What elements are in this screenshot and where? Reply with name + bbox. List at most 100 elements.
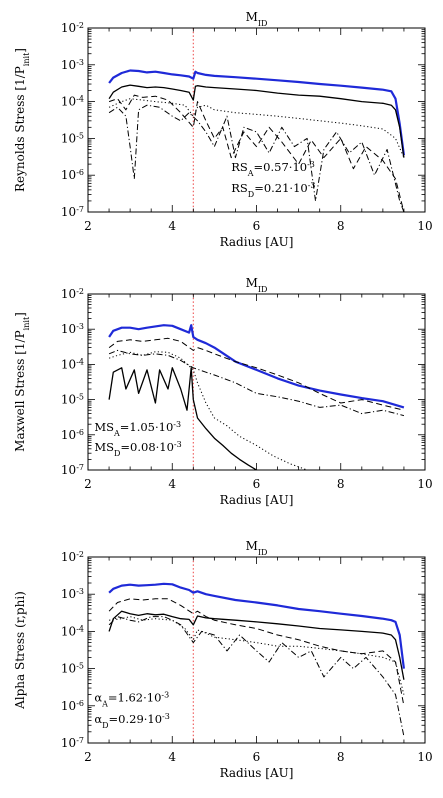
y-tick-label-part: -6 bbox=[76, 168, 84, 177]
y-tick-label-part: 10 bbox=[61, 463, 76, 477]
x-tick-label: 6 bbox=[253, 219, 261, 233]
series-group bbox=[108, 557, 405, 743]
y-tick-label-part: 10 bbox=[61, 322, 76, 336]
panel-title: MID bbox=[246, 539, 268, 557]
y-tick-label-part: 10 bbox=[61, 550, 76, 564]
y-tick-label-part: -7 bbox=[76, 736, 84, 745]
y-axis-label-part: Alpha Stress (r,phi) bbox=[13, 591, 27, 710]
y-tick-label: 10-3 bbox=[61, 587, 84, 602]
y-axis-label-part: init bbox=[22, 316, 31, 330]
y-tick-label: 10-4 bbox=[61, 94, 84, 109]
annotation-text-part: RS bbox=[231, 160, 248, 174]
series-dotted-line bbox=[108, 351, 308, 470]
series-dashed-line bbox=[108, 94, 405, 212]
panel-title-part: M bbox=[246, 276, 258, 290]
x-axis-label: Radius [AU] bbox=[220, 493, 294, 507]
x-tick-label: 4 bbox=[168, 477, 176, 491]
y-tick-label: 10-5 bbox=[61, 392, 84, 407]
y-tick-label-part: -5 bbox=[76, 131, 84, 140]
y-tick-label: 10-5 bbox=[61, 131, 84, 146]
annotation-text-part: α bbox=[94, 712, 102, 726]
annotation-text-part: D bbox=[102, 720, 108, 729]
y-tick-label-part: 10 bbox=[61, 21, 76, 35]
y-tick-label: 10-7 bbox=[61, 736, 84, 751]
x-tick-label: 6 bbox=[253, 477, 261, 491]
series-group bbox=[108, 28, 405, 212]
x-tick-label: 8 bbox=[337, 750, 345, 764]
annotation-text-part: MS bbox=[94, 440, 114, 454]
y-tick-label-part: 10 bbox=[61, 95, 76, 109]
series-solid-line bbox=[108, 367, 257, 470]
annotation-text-part: -3 bbox=[173, 419, 181, 428]
panel-title-part: ID bbox=[258, 285, 268, 294]
y-tick-label-part: 10 bbox=[61, 58, 76, 72]
y-tick-label-part: 10 bbox=[61, 131, 76, 145]
y-tick-label-part: -3 bbox=[76, 322, 84, 331]
y-tick-label-part: -3 bbox=[76, 587, 84, 596]
y-tick-label-part: 10 bbox=[61, 205, 76, 219]
annotation-text: αA=1.62·10-3 bbox=[94, 690, 169, 708]
chart-panel-2: 2 4 6 8 1010-710-610-510-410-310-2MIDRadius … bbox=[13, 276, 433, 507]
series-dashdot-line bbox=[108, 616, 405, 737]
y-tick-label-part: -6 bbox=[76, 427, 84, 436]
y-axis-label-part: ] bbox=[13, 48, 27, 53]
annotation-text-part: -3 bbox=[162, 711, 170, 720]
annotation-text-part: =0.08·10 bbox=[120, 440, 174, 454]
y-tick-label: 10-7 bbox=[61, 463, 84, 478]
y-tick-label: 10-3 bbox=[61, 57, 84, 72]
x-tick-label: 8 bbox=[337, 477, 345, 491]
x-tick-label: 10 bbox=[417, 219, 432, 233]
series-solid-line bbox=[108, 610, 405, 680]
y-tick-label-part: 10 bbox=[61, 662, 76, 676]
series-group bbox=[108, 294, 405, 470]
x-tick-label: 4 bbox=[168, 219, 176, 233]
y-tick-label-part: -4 bbox=[76, 357, 84, 366]
x-tick-label: 6 bbox=[253, 750, 261, 764]
x-tick-label: 2 bbox=[84, 477, 92, 491]
y-tick-label-part: -4 bbox=[76, 94, 84, 103]
y-axis-label-part: Reynolds Stress [1/P bbox=[13, 66, 27, 192]
annotation-text-part: α bbox=[94, 691, 102, 705]
y-tick-label: 10-2 bbox=[61, 550, 84, 565]
annotation-text: αD=0.29·10-3 bbox=[94, 711, 170, 729]
series-dashdot-line bbox=[108, 349, 405, 417]
annotation-text: MSA=1.05·10-3 bbox=[94, 419, 181, 437]
series-blue-line bbox=[108, 324, 405, 409]
annotation-text-part: D bbox=[114, 448, 120, 457]
x-tick-label: 10 bbox=[417, 750, 432, 764]
series-dotted-line bbox=[109, 616, 405, 695]
y-tick-label: 10-5 bbox=[61, 661, 84, 676]
y-axis-label-part: ] bbox=[13, 312, 27, 317]
chart-panel-1: 2 4 6 8 1010-710-610-510-410-310-2MIDRadius … bbox=[13, 10, 433, 249]
annotation-text-part: A bbox=[247, 169, 254, 178]
annotation-text-part: A bbox=[101, 699, 108, 708]
annotation-text-part: -3 bbox=[308, 180, 316, 189]
annotation-text-part: =1.62·10 bbox=[108, 691, 162, 705]
series-blue-line bbox=[108, 582, 405, 669]
y-tick-label-part: -3 bbox=[76, 57, 84, 66]
annotation-text-part: -3 bbox=[174, 439, 182, 448]
y-tick-label: 10-2 bbox=[61, 287, 84, 302]
y-tick-label-part: 10 bbox=[61, 736, 76, 750]
annotation-text-part: -3 bbox=[161, 690, 169, 699]
annotation-text-part: A bbox=[113, 428, 120, 437]
series-blue-line bbox=[108, 69, 405, 156]
y-tick-label-part: -7 bbox=[76, 205, 84, 214]
y-tick-label: 10-2 bbox=[61, 21, 84, 36]
annotation-text-part: =0.29·10 bbox=[109, 712, 163, 726]
annotation-text-part: MS bbox=[94, 420, 114, 434]
y-tick-label-part: 10 bbox=[61, 587, 76, 601]
y-tick-label-part: 10 bbox=[61, 428, 76, 442]
y-tick-label-part: 10 bbox=[61, 393, 76, 407]
y-axis-label: Maxwell Stress [1/Pinit] bbox=[13, 312, 31, 452]
annotation-text: RSA=0.57·10-3 bbox=[231, 160, 315, 178]
annotation-text-part: -3 bbox=[307, 160, 315, 169]
annotation-text-part: =0.21·10 bbox=[254, 181, 308, 195]
y-tick-label: 10-7 bbox=[61, 205, 84, 220]
annotation-text-part: =0.57·10 bbox=[254, 160, 308, 174]
panel-title-part: M bbox=[246, 10, 258, 24]
y-tick-label-part: -6 bbox=[76, 698, 84, 707]
annotation-text-part: =1.05·10 bbox=[120, 420, 174, 434]
y-tick-label-part: 10 bbox=[61, 357, 76, 371]
